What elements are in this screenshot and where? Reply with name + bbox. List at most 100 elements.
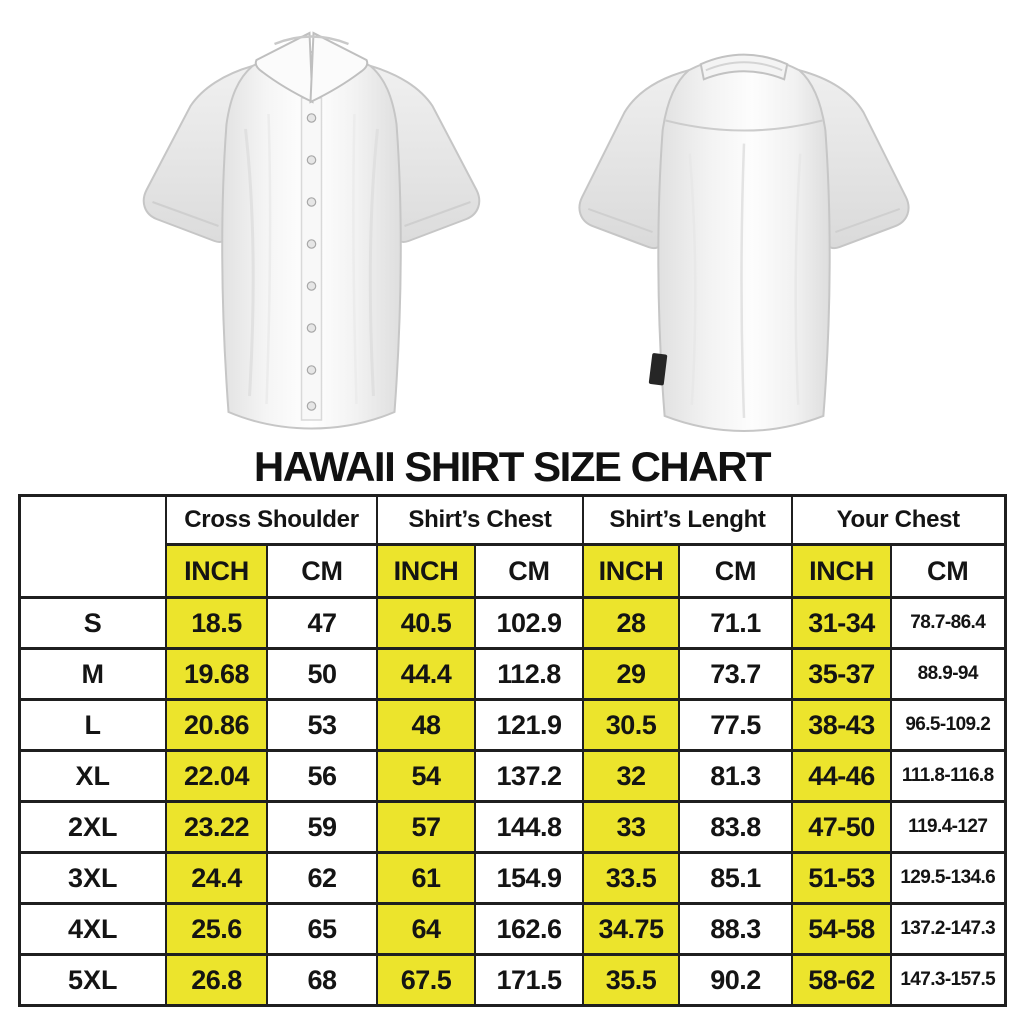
cm-value-cell: 81.3: [678, 749, 793, 803]
inch-value-cell: 33: [582, 800, 680, 854]
inch-value-cell: 23.22: [165, 800, 268, 854]
size-label: 3XL: [18, 851, 167, 905]
inch-value-cell: 64: [376, 902, 476, 956]
inch-value-cell: 29: [582, 647, 680, 701]
inch-value-cell: 44.4: [376, 647, 476, 701]
cm-value-cell: 68: [266, 953, 378, 1007]
unit-header-inch: INCH: [165, 543, 268, 599]
inch-value-cell: 35.5: [582, 953, 680, 1007]
unit-header-inch: INCH: [376, 543, 476, 599]
unit-header-inch: INCH: [582, 543, 680, 599]
inch-value-cell: 54-58: [791, 902, 892, 956]
inch-value-cell: 22.04: [165, 749, 268, 803]
inch-value-cell: 40.5: [376, 596, 476, 650]
cm-value-cell: 73.7: [678, 647, 793, 701]
inch-value-cell: 24.4: [165, 851, 268, 905]
size-table: Cross Shoulder Shirt’s Chest Shirt’s Len…: [17, 494, 1007, 1007]
inch-value-cell: 58-62: [791, 953, 892, 1007]
cm-value-cell: 147.3-157.5: [890, 953, 1006, 1007]
unit-header-inch: INCH: [791, 543, 892, 599]
cm-value-cell: 88.9-94: [890, 647, 1006, 701]
inch-value-cell: 31-34: [791, 596, 892, 650]
table-row: 5XL 26.8 68 67.5 171.5 35.5 90.2 58-62 147.3-157…: [18, 953, 1006, 1007]
table-row: S 18.5 47 40.5 102.9 28 71.1 31-34 78.7-86.4: [18, 596, 1006, 650]
inch-value-cell: 25.6: [165, 902, 268, 956]
cm-value-cell: 47: [266, 596, 378, 650]
cm-value-cell: 71.1: [678, 596, 793, 650]
table-header-group-row: Cross Shoulder Shirt’s Chest Shirt’s Len…: [18, 494, 1006, 599]
inch-value-cell: 28: [582, 596, 680, 650]
inch-value-cell: 48: [376, 698, 476, 752]
inch-value-cell: 35-37: [791, 647, 892, 701]
size-label: S: [18, 596, 167, 650]
inch-value-cell: 67.5: [376, 953, 476, 1007]
cm-value-cell: 119.4-127: [890, 800, 1006, 854]
cm-value-cell: 53: [266, 698, 378, 752]
inch-value-cell: 32: [582, 749, 680, 803]
size-label: 4XL: [18, 902, 167, 956]
unit-header-cm: CM: [678, 543, 793, 599]
cm-value-cell: 137.2: [474, 749, 584, 803]
unit-header-cm: CM: [890, 543, 1006, 599]
group-header-shirts-chest: Shirt’s Chest: [376, 494, 584, 546]
cm-value-cell: 112.8: [474, 647, 584, 701]
size-label: L: [18, 698, 167, 752]
table-row: 4XL 25.6 65 64 162.6 34.75 88.3 54-58 137.2-147.…: [18, 902, 1006, 956]
cm-value-cell: 96.5-109.2: [890, 698, 1006, 752]
inch-value-cell: 51-53: [791, 851, 892, 905]
size-label: 5XL: [18, 953, 167, 1007]
table-row: 2XL 23.22 59 57 144.8 33 83.8 47-50 119.4-127: [18, 800, 1006, 854]
unit-header-cm: CM: [266, 543, 378, 599]
size-label: XL: [18, 749, 167, 803]
size-table-body: S 18.5 47 40.5 102.9 28 71.1 31-34 78.7-86.4 M 19.…: [18, 596, 1006, 1007]
inch-value-cell: 26.8: [165, 953, 268, 1007]
cm-value-cell: 50: [266, 647, 378, 701]
inch-value-cell: 20.86: [165, 698, 268, 752]
inch-value-cell: 61: [376, 851, 476, 905]
chart-title: HAWAII SHIRT SIZE CHART: [253, 443, 772, 490]
cm-value-cell: 162.6: [474, 902, 584, 956]
inch-value-cell: 19.68: [165, 647, 268, 701]
inch-value-cell: 57: [376, 800, 476, 854]
table-header-unit-row: INCH CM INCH CM INCH CM INCH CM: [19, 543, 1006, 599]
cm-value-cell: 78.7-86.4: [890, 596, 1006, 650]
inch-value-cell: 44-46: [791, 749, 892, 803]
cm-value-cell: 111.8-116.8: [890, 749, 1006, 803]
table-row: M 19.68 50 44.4 112.8 29 73.7 35-37 88.9-94: [18, 647, 1006, 701]
cm-value-cell: 83.8: [678, 800, 793, 854]
cm-value-cell: 137.2-147.3: [890, 902, 1006, 956]
inch-value-cell: 47-50: [791, 800, 892, 854]
inch-value-cell: 18.5: [165, 596, 268, 650]
cm-value-cell: 65: [266, 902, 378, 956]
shirt-buttons: [306, 113, 317, 411]
size-label: 2XL: [18, 800, 167, 854]
shirt-tag: [648, 353, 668, 386]
group-header-cross-shoulder: Cross Shoulder: [165, 494, 378, 546]
inch-value-cell: 34.75: [582, 902, 680, 956]
size-label: M: [18, 647, 167, 701]
cm-value-cell: 121.9: [474, 698, 584, 752]
cm-value-cell: 56: [266, 749, 378, 803]
cm-value-cell: 85.1: [678, 851, 793, 905]
cm-value-cell: 88.3: [678, 902, 793, 956]
unit-header-cm: CM: [474, 543, 584, 599]
cm-value-cell: 154.9: [474, 851, 584, 905]
table-row: L 20.86 53 48 121.9 30.5 77.5 38-43 96.5-109.2: [18, 698, 1006, 752]
cm-value-cell: 144.8: [474, 800, 584, 854]
back-shirt-image: [578, 53, 910, 432]
cm-value-cell: 129.5-134.6: [890, 851, 1006, 905]
inch-value-cell: 38-43: [791, 698, 892, 752]
product-images: [0, 0, 1024, 444]
cm-value-cell: 102.9: [474, 596, 584, 650]
cm-value-cell: 62: [266, 851, 378, 905]
cm-value-cell: 77.5: [678, 698, 793, 752]
inch-value-cell: 54: [376, 749, 476, 803]
table-row: XL 22.04 56 54 137.2 32 81.3 44-46 111.8-116.8: [18, 749, 1006, 803]
cm-value-cell: 59: [266, 800, 378, 854]
cm-value-cell: 90.2: [678, 953, 793, 1007]
inch-value-cell: 30.5: [582, 698, 680, 752]
corner-cell: [18, 494, 167, 599]
inch-value-cell: 33.5: [582, 851, 680, 905]
table-row: 3XL 24.4 62 61 154.9 33.5 85.1 51-53 129.5-134.6: [18, 851, 1006, 905]
